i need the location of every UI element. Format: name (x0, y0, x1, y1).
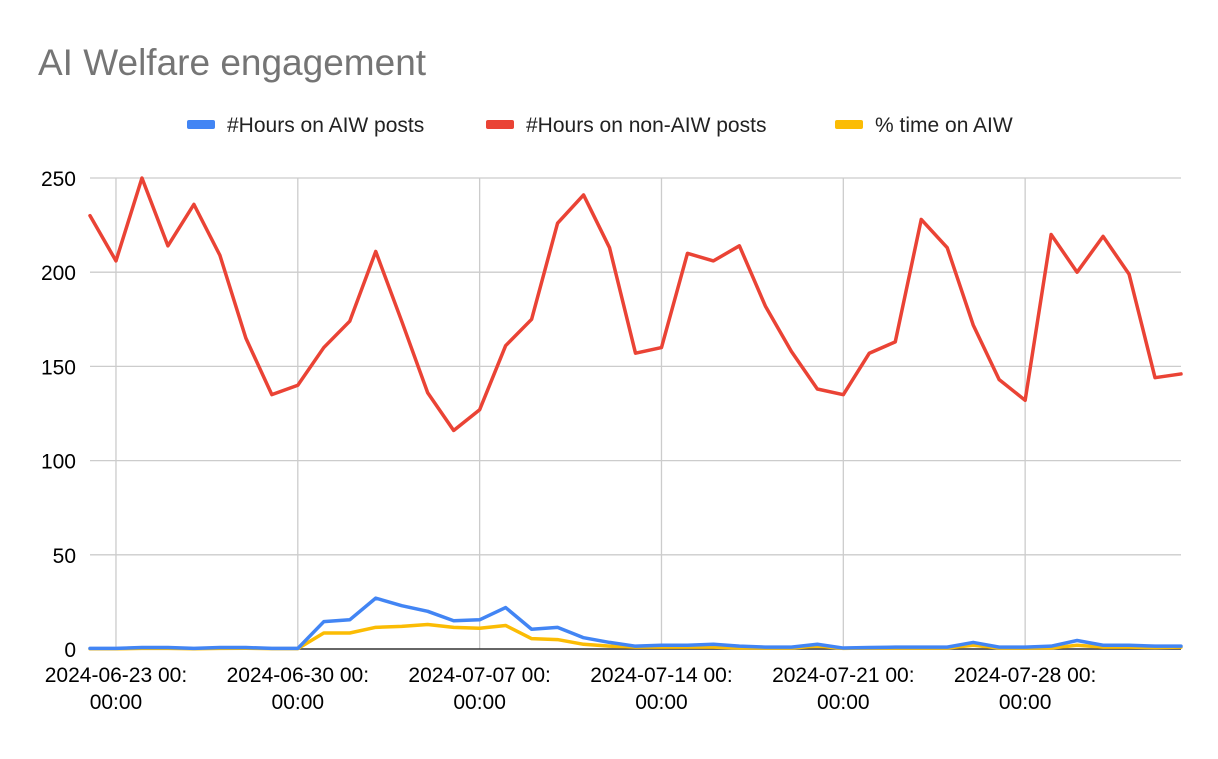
legend-label-1: #Hours on non-AIW posts (526, 114, 766, 137)
x-tick-label-line2: 00:00 (272, 691, 325, 714)
y-tick-label: 0 (64, 639, 76, 662)
x-tick-label-line1: 2024-07-14 00: (590, 664, 732, 687)
y-tick-label: 150 (41, 356, 76, 379)
series-line-0 (88, 596, 1183, 651)
legend-label-0: #Hours on AIW posts (227, 114, 424, 137)
legend-swatch-0 (187, 120, 215, 129)
legend: #Hours on AIW posts #Hours on non-AIW pos… (187, 114, 1013, 137)
legend-swatch-1 (486, 120, 514, 129)
legend-swatch-2 (835, 120, 863, 129)
series-layer (88, 176, 1183, 651)
x-axis: 2024-06-23 00: 00:00 2024-06-30 00: 00:00 20… (45, 648, 1181, 714)
chart-title: AI Welfare engagement (38, 42, 427, 83)
x-tick-label-line2: 00:00 (999, 691, 1052, 714)
y-tick-label: 200 (41, 262, 76, 285)
y-tick-label: 100 (41, 451, 76, 474)
x-tick-label-line1: 2024-07-07 00: (408, 664, 550, 687)
series-line-1 (88, 176, 1183, 433)
x-tick-label-line1: 2024-06-30 00: (227, 664, 369, 687)
x-tick-label-line2: 00:00 (90, 691, 143, 714)
x-tick-label-line1: 2024-07-28 00: (954, 664, 1096, 687)
x-tick-label-line2: 00:00 (635, 691, 688, 714)
y-tick-label: 250 (41, 168, 76, 191)
x-tick-label-line2: 00:00 (453, 691, 506, 714)
x-tick-label-line1: 2024-07-21 00: (772, 664, 914, 687)
legend-label-2: % time on AIW (875, 114, 1013, 137)
x-tick-label-line1: 2024-06-23 00: (45, 664, 187, 687)
x-tick-label-line2: 00:00 (817, 691, 870, 714)
y-tick-label: 50 (53, 545, 76, 568)
y-axis: 0 50 100 150 200 250 (41, 168, 76, 662)
gridlines (90, 177, 1181, 649)
